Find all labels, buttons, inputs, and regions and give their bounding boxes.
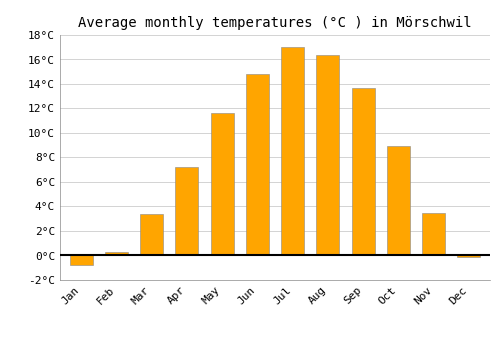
Bar	[352, 88, 374, 256]
Bar	[387, 146, 410, 256]
Bar	[70, 256, 92, 265]
Bar	[105, 252, 128, 255]
Bar	[140, 214, 163, 256]
Bar	[210, 113, 234, 256]
Bar	[422, 212, 445, 256]
Bar	[176, 167, 199, 256]
Bar	[316, 55, 340, 255]
Title: Average monthly temperatures (°C ) in Mörschwil: Average monthly temperatures (°C ) in Mö…	[78, 16, 472, 30]
Bar	[246, 74, 269, 256]
Bar	[458, 256, 480, 257]
Bar	[281, 47, 304, 256]
